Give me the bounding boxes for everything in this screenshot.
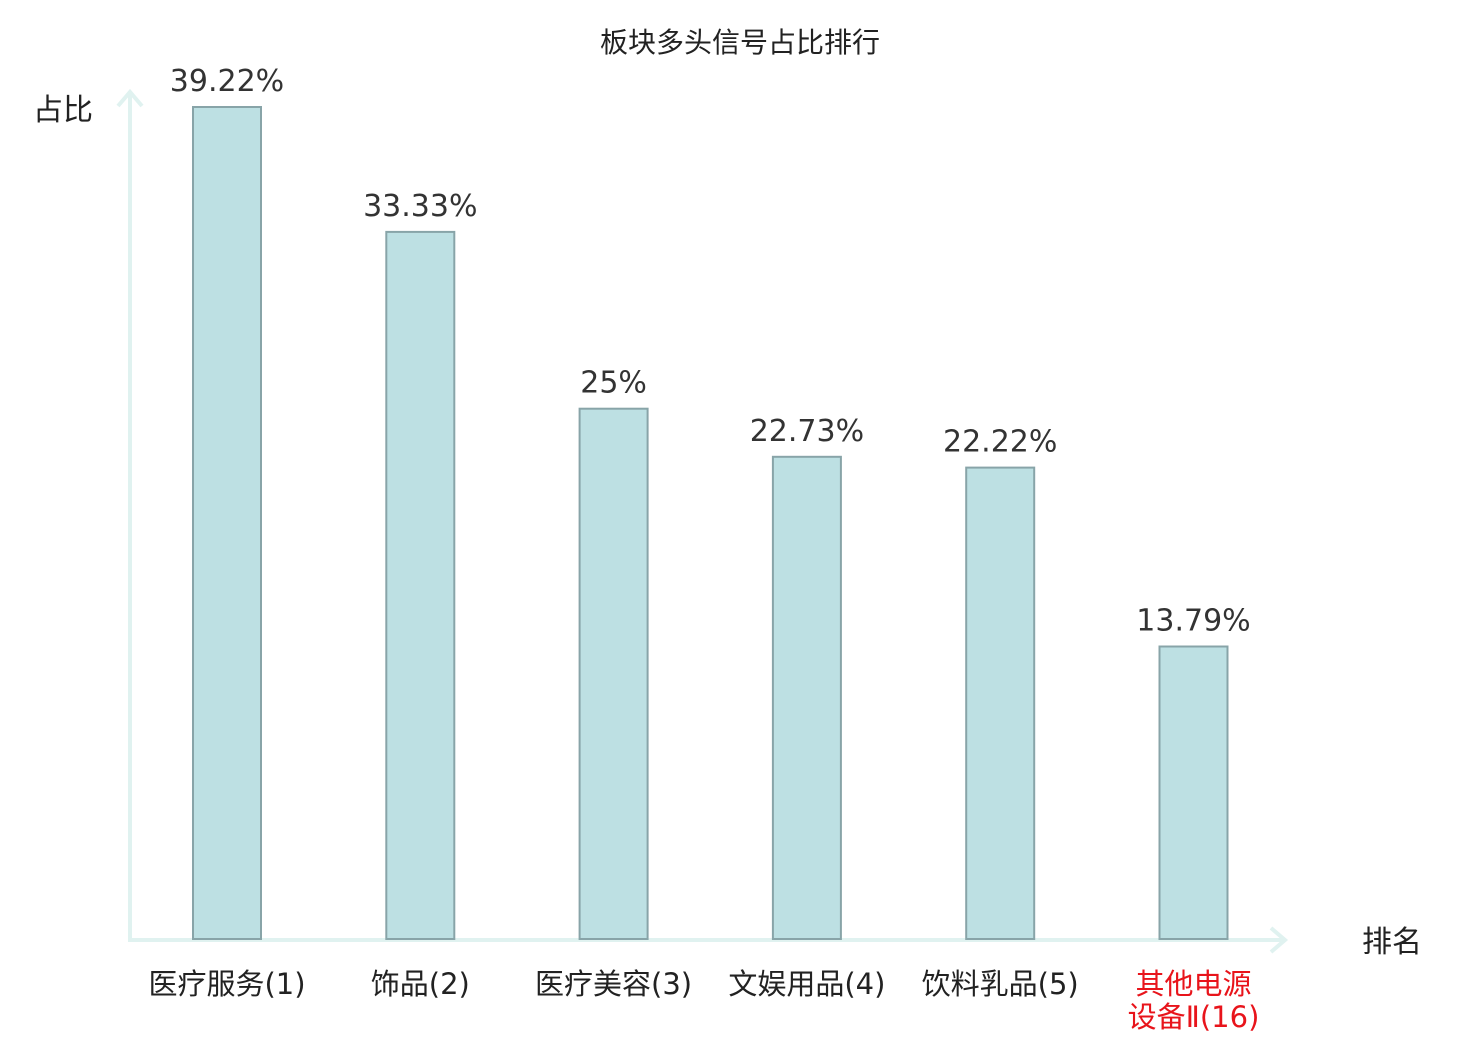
bar-1 [192,106,262,940]
value-label-6: 13.79% [1136,604,1250,639]
bar-3 [578,407,649,940]
value-label-2: 33.33% [363,189,477,224]
category-label-3: 医疗美容(3) [535,967,692,1001]
value-labels-group: 39.22% 33.33% 25% 22.73% 22.22% 13.79% [170,64,1251,639]
category-label-6-line-1: 其他电源 [1135,967,1251,1001]
value-label-3: 25% [580,366,647,401]
category-label-5: 饮料乳品(5) [922,967,1079,1001]
bar-6 [1158,645,1229,940]
category-label-4: 文娱用品(4) [728,967,885,1001]
y-axis [116,88,144,940]
bar-4 [771,455,842,940]
category-label-2: 饰品(2) [371,967,470,1001]
x-axis [128,926,1289,954]
x-axis-label: 排名 [1362,925,1422,960]
bar-5 [965,466,1036,940]
bar-2 [385,230,456,940]
category-label-6-line-2: 设备Ⅱ(16) [1128,1000,1260,1034]
category-label-1: 医疗服务(1) [148,967,305,1001]
category-labels-group: 医疗服务(1) 饰品(2) 医疗美容(3) 文娱用品(4) 饮料乳品(5) 其他电源设备Ⅱ… [148,967,1259,1034]
y-axis-label: 占比 [33,93,93,128]
value-label-5: 22.22% [943,425,1057,460]
chart-title: 板块多头信号占比排行 [600,26,880,59]
value-label-1: 39.22% [170,64,284,99]
bars-group [192,106,1229,940]
value-label-4: 22.73% [750,414,864,449]
